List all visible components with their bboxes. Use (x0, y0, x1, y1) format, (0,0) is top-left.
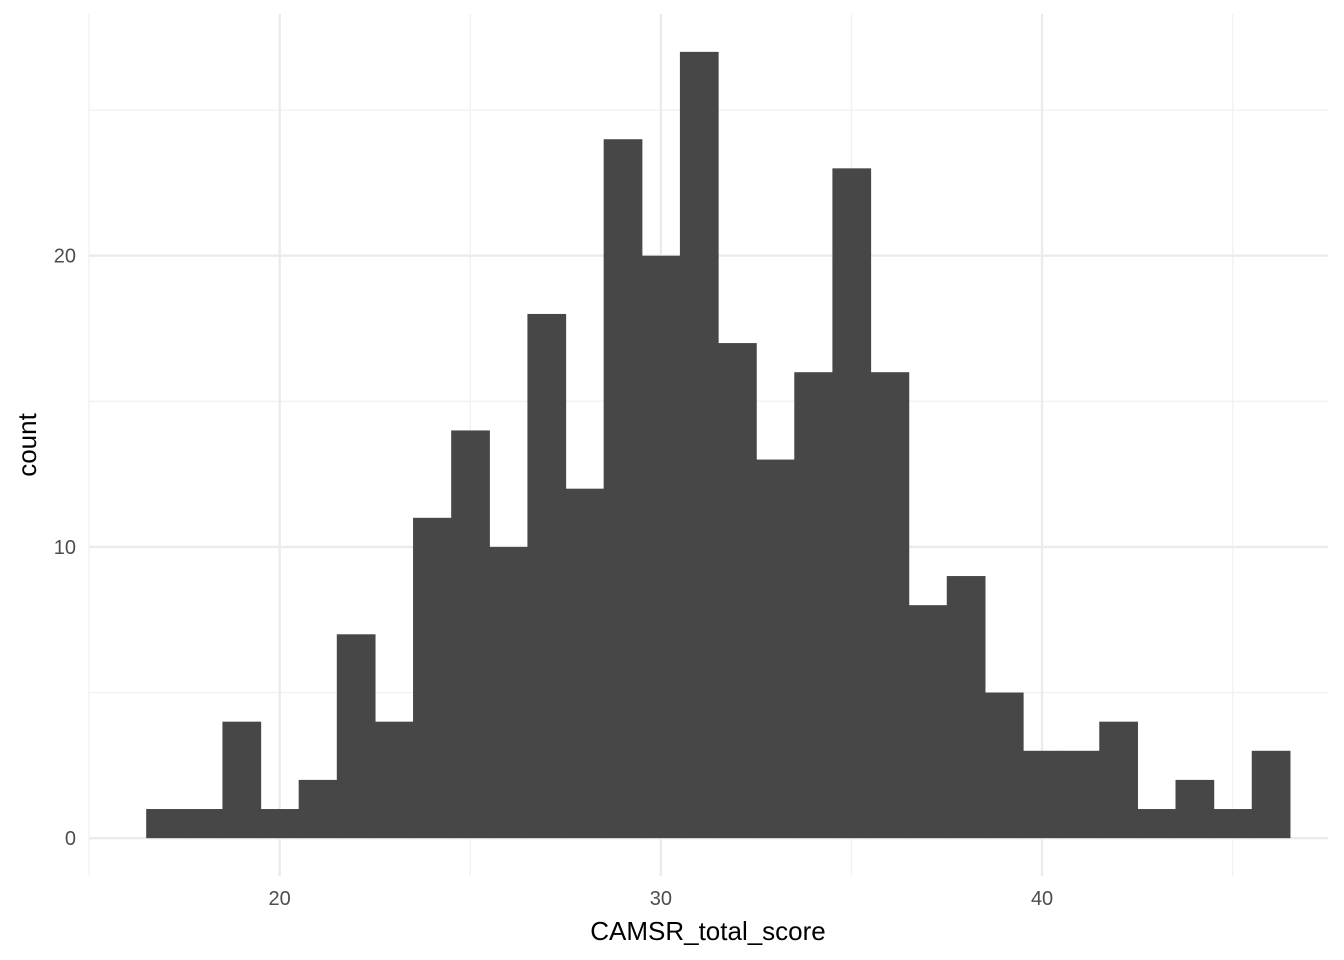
histogram-bar (870, 372, 910, 839)
histogram-bars (146, 51, 1291, 839)
x-tick-label: 30 (650, 888, 672, 910)
histogram-bar (146, 809, 185, 839)
y-tick-label: 0 (65, 828, 76, 850)
histogram-bar (222, 721, 262, 839)
histogram-bar (1061, 750, 1100, 839)
histogram-bar (794, 372, 833, 839)
histogram-bar (413, 517, 452, 839)
histogram-bar (489, 546, 529, 839)
histogram-bar (1023, 750, 1062, 839)
y-axis-title: count (12, 412, 42, 476)
histogram-bar (756, 459, 795, 839)
histogram-bar (565, 488, 605, 839)
y-tick-label: 20 (54, 246, 76, 268)
histogram-bar (298, 779, 338, 839)
histogram-bar (718, 343, 757, 839)
histogram-bar (184, 809, 224, 839)
histogram-bar (946, 576, 986, 839)
histogram-bar (908, 605, 948, 839)
y-axis-tick-labels: 0 10 20 (54, 246, 76, 850)
y-tick-label: 10 (54, 537, 76, 559)
histogram-bar (1137, 809, 1177, 839)
histogram-bar (1175, 779, 1215, 839)
histogram-bar (1213, 809, 1253, 839)
histogram-bar (641, 255, 681, 839)
histogram-bar (603, 139, 643, 839)
x-axis-tick-labels: 20 30 40 (268, 888, 1053, 910)
histogram-bar (336, 634, 376, 839)
histogram-bar (1099, 721, 1138, 839)
histogram-bar (374, 721, 414, 839)
x-axis-title: CAMSR_total_score (590, 916, 826, 946)
histogram-bar (984, 692, 1024, 839)
histogram-bar (527, 313, 567, 839)
x-tick-label: 20 (268, 888, 290, 910)
x-tick-label: 40 (1031, 888, 1053, 910)
histogram-bar (260, 809, 300, 839)
histogram-bar (1251, 750, 1291, 839)
histogram-bar (832, 168, 872, 839)
histogram-bar (451, 430, 490, 839)
histogram-bar (679, 51, 719, 839)
